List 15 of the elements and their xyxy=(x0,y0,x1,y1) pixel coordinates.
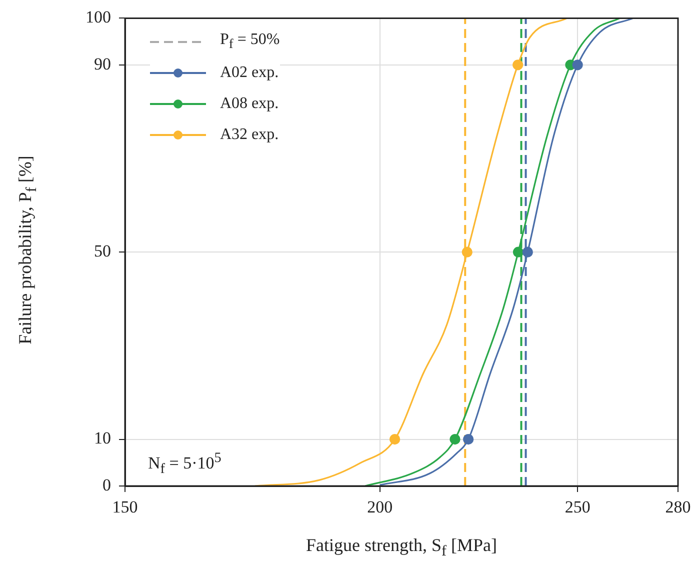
y-tick-label: 100 xyxy=(86,8,111,27)
y-tick-label: 90 xyxy=(94,54,111,74)
x-tick-label: 280 xyxy=(665,498,691,517)
y-tick-label: 50 xyxy=(94,242,111,261)
x-tick-label: 250 xyxy=(564,498,590,517)
legend-label: A32 exp. xyxy=(220,126,279,144)
x-axis-title: Fatigue strength, S$_{f}$ [MPa] xyxy=(306,535,497,561)
x-tick-label: 150 xyxy=(112,498,138,517)
legend-label: A02 exp. xyxy=(220,64,279,82)
x-tick-label: 200 xyxy=(367,498,393,517)
annotation: N$_{f}$ = 5·10$^{5}$ xyxy=(148,450,222,478)
annotation: P$_{f}$ = 50% xyxy=(220,30,280,52)
y-tick-label: 0 xyxy=(102,475,111,494)
y-tick-label: 10 xyxy=(94,428,111,448)
legend-label: A08 exp. xyxy=(220,94,279,112)
